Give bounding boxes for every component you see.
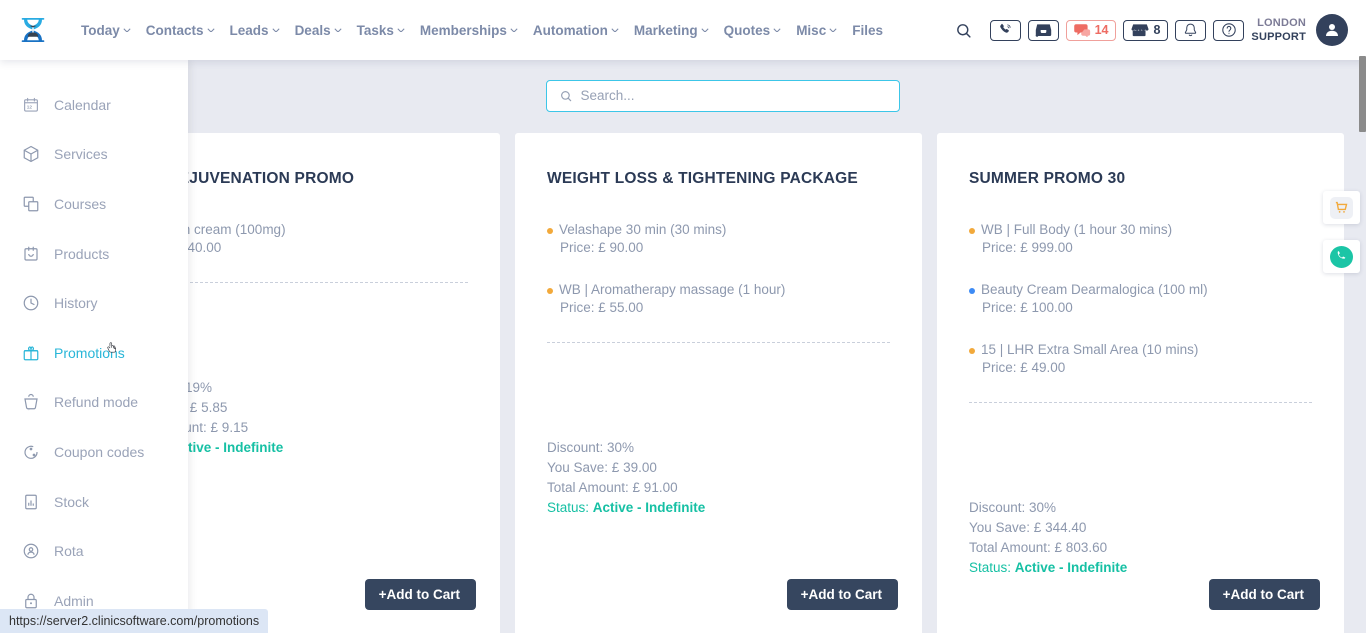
- svg-text:12: 12: [27, 104, 33, 110]
